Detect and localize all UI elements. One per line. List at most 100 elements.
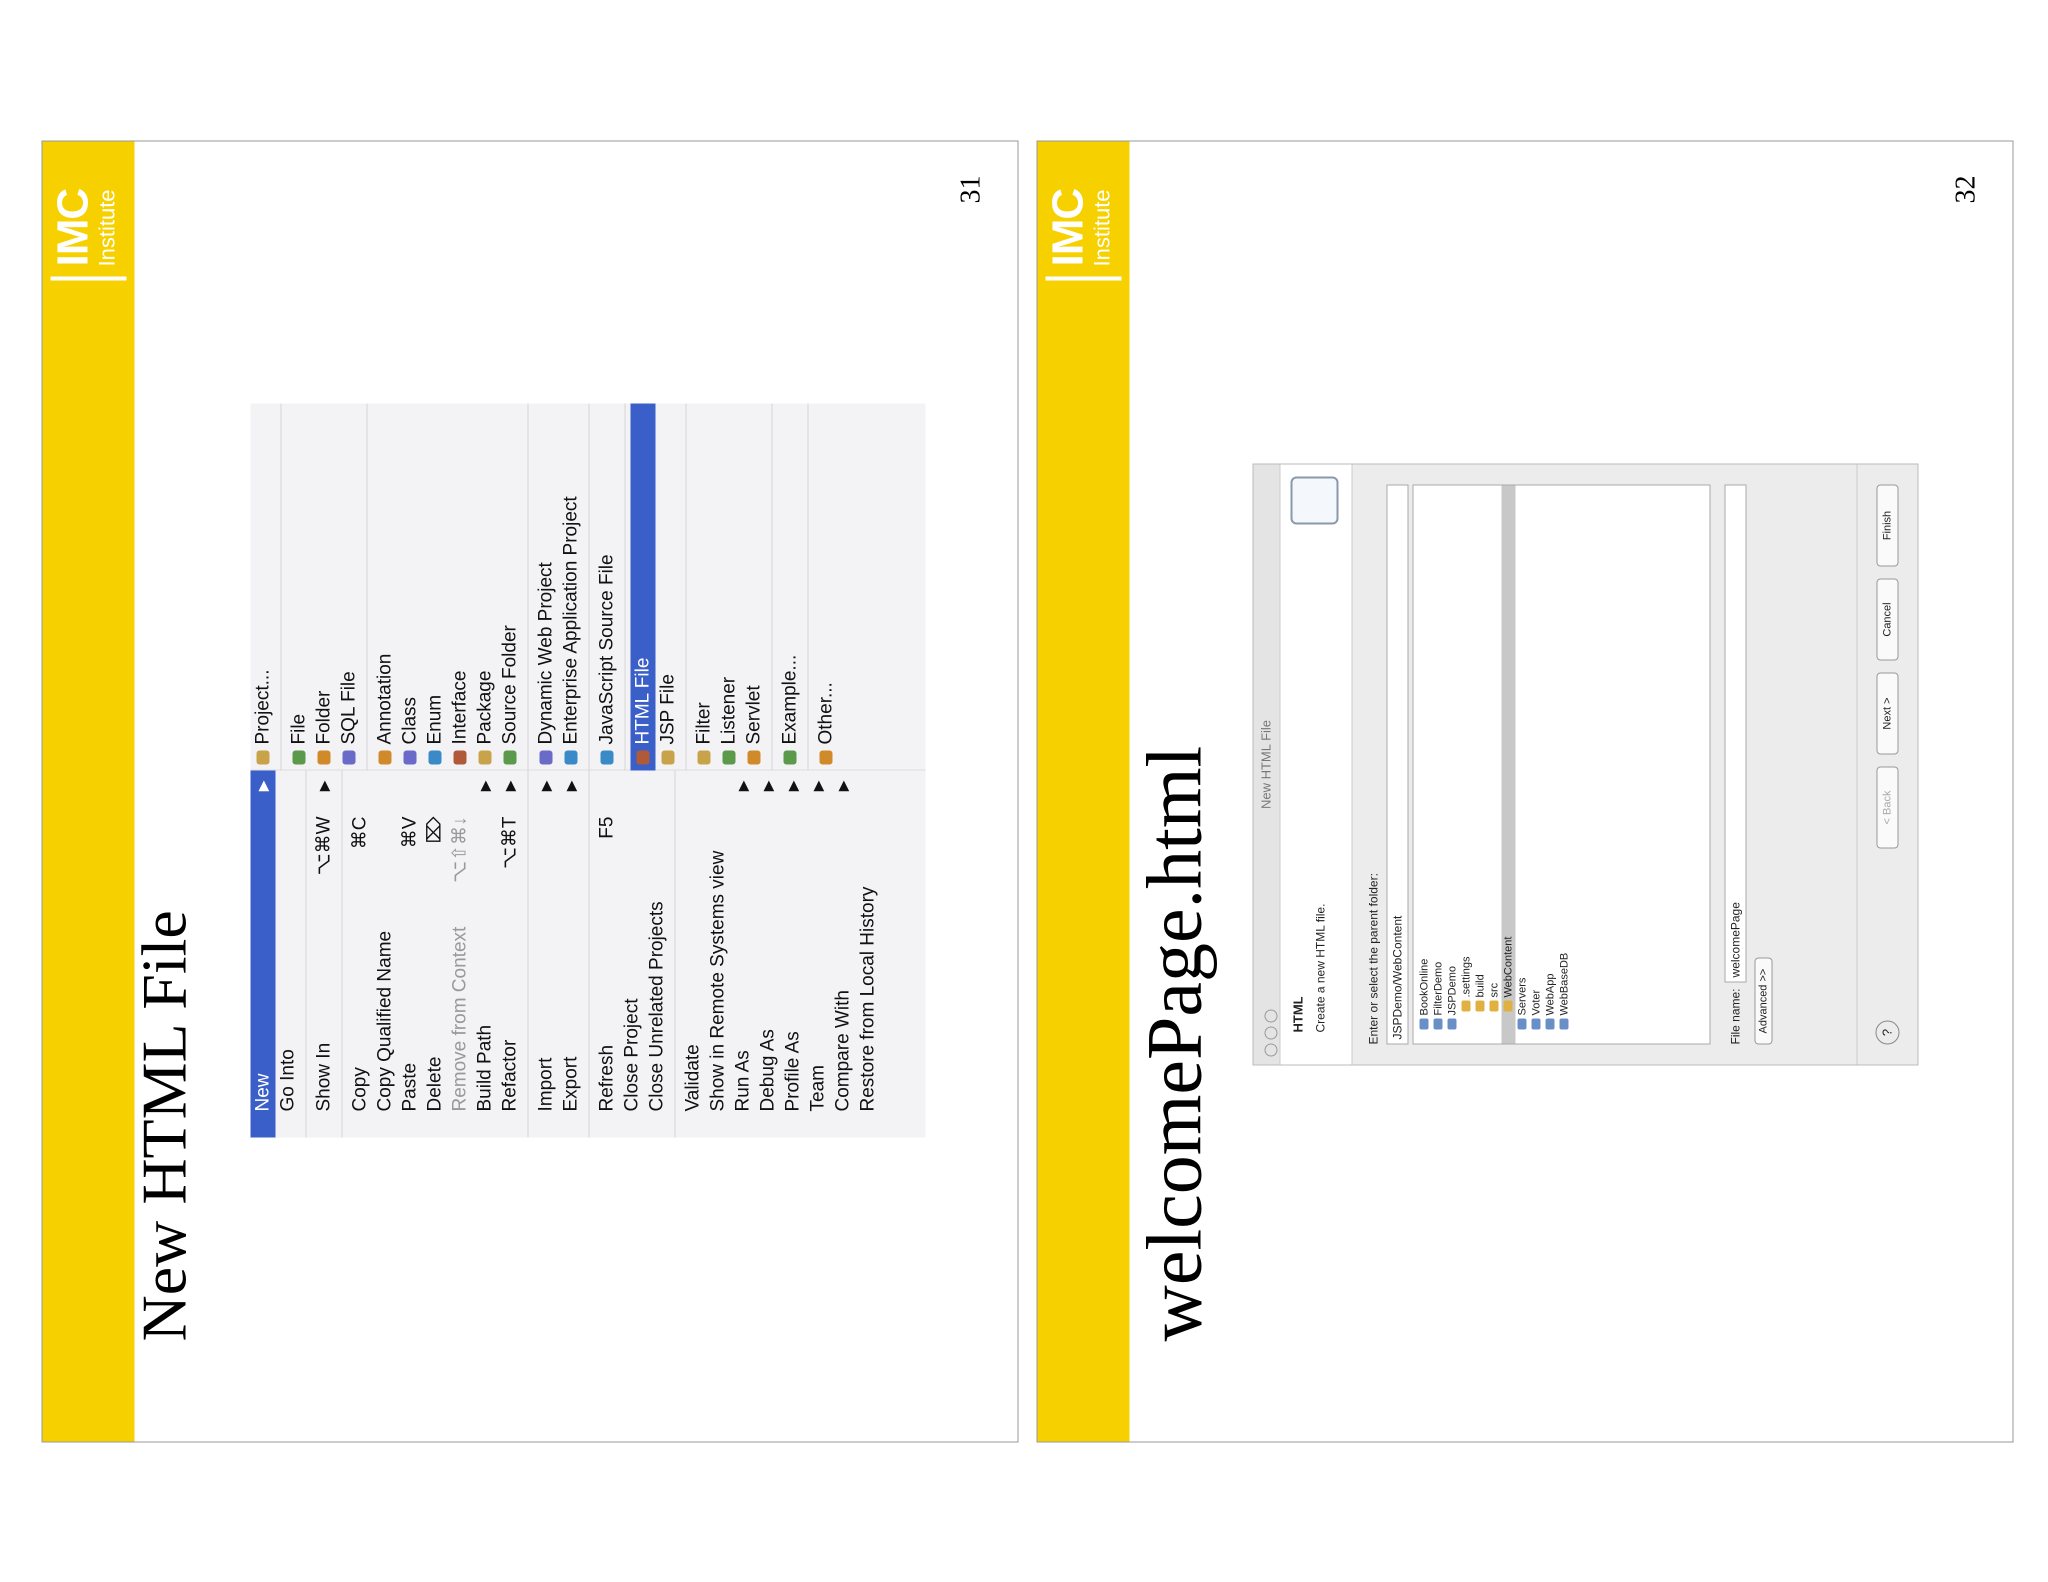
item-label: Export [560, 1056, 582, 1112]
menu-item[interactable]: Go Into [276, 771, 301, 1138]
menu-item[interactable]: Annotation [373, 404, 398, 771]
dialog-button[interactable]: Finish [1876, 484, 1899, 567]
item-icon [453, 750, 467, 765]
item-icon [636, 750, 650, 765]
page-number: 31 [955, 175, 987, 204]
tree-label: build [1474, 974, 1487, 998]
dialog-body: Enter or select the parent folder: JSPDe… [1353, 465, 1787, 1065]
menu-item[interactable]: Dynamic Web Project [534, 404, 559, 771]
menu-item[interactable]: Delete ⌦ [423, 771, 448, 1138]
item-icon [539, 750, 553, 765]
separator [366, 403, 368, 771]
item-label: JSP File [657, 674, 679, 745]
folder-icon [1447, 1018, 1457, 1030]
heading: HTML [1290, 996, 1306, 1033]
logo-name: IMC [48, 188, 98, 267]
tree-item[interactable]: build [1474, 486, 1488, 1044]
separator [588, 403, 590, 771]
tree-item[interactable]: src [1488, 486, 1502, 1044]
menu-item[interactable]: Compare With ▶ [831, 771, 856, 1138]
menu-item[interactable]: Close Project [620, 771, 645, 1138]
tree-label: JSPDemo [1446, 965, 1459, 1016]
separator [807, 403, 809, 771]
tree-item[interactable]: WebApp [1544, 486, 1558, 1044]
tree-item[interactable]: WebBaseDB [1558, 486, 1572, 1044]
tree-label: WebBaseDB [1558, 952, 1571, 1016]
menu-item[interactable]: File [287, 404, 312, 771]
menu-item[interactable]: Folder [312, 404, 337, 771]
tree-item[interactable]: Servers [1516, 486, 1530, 1044]
menu-item[interactable]: JSP File [656, 404, 681, 771]
menu-item[interactable]: Run As ▶ [731, 771, 756, 1138]
menu-item[interactable]: Remove from Context ⌥⇧⌘↓ [448, 771, 473, 1138]
file-input[interactable]: welcomePage [1724, 484, 1747, 983]
item-label: Show In [313, 1042, 335, 1112]
menu-item[interactable]: SQL File [337, 404, 362, 771]
menu-item[interactable]: Refresh F5 [595, 771, 620, 1138]
logo-name: IMC [1043, 188, 1093, 267]
folder-tree[interactable]: BookOnline FilterDemo JSPDemo .settings buil… [1412, 484, 1711, 1045]
logo: IMC Institute [1043, 155, 1122, 281]
slide: IMC Institute welcomePage.html New HTML F… [1036, 140, 2014, 1443]
yellow-band: IMC Institute [42, 141, 135, 1442]
separator [527, 770, 529, 1138]
menu-item[interactable]: Enterprise Application Project [559, 404, 584, 771]
folder-icon [1433, 1018, 1443, 1030]
menu-item[interactable]: Show In ⌥⌘W ▶ [312, 771, 337, 1138]
folder-input[interactable]: JSPDemo/WebContent [1386, 484, 1409, 1045]
dialog: New HTML File HTML Create a new HTML file… [1252, 463, 1919, 1066]
menu-item[interactable]: Refactor ⌥⌘T ▶ [498, 771, 523, 1138]
tree-label: WebContent [1502, 936, 1515, 998]
menu-item[interactable]: Class [398, 404, 423, 771]
item-icon [819, 750, 833, 765]
menu-item[interactable]: New ▶ [250, 770, 276, 1138]
menu-item[interactable]: Close Unrelated Projects [645, 771, 670, 1138]
advanced-button[interactable]: Advanced >> [1754, 957, 1773, 1045]
tree-item[interactable]: .settings [1460, 486, 1474, 1044]
menu-item[interactable]: Validate [681, 771, 706, 1138]
dialog-button[interactable]: < Back [1876, 766, 1899, 849]
dialog-button[interactable]: Cancel [1876, 578, 1899, 661]
menu-item[interactable]: Debug As ▶ [756, 771, 781, 1138]
submenu-arrow: ▶ [734, 780, 751, 792]
menu-item[interactable]: Paste ⌘V [398, 771, 423, 1138]
tree-item[interactable]: BookOnline [1418, 486, 1432, 1044]
menu-item[interactable]: Profile As ▶ [781, 771, 806, 1138]
menu-item[interactable]: JavaScript Source File [595, 404, 620, 771]
tree-label: FilterDemo [1432, 961, 1445, 1016]
menu-column: New ▶ Go Into Show In ⌥⌘W ▶ Copy ⌘C Copy Qualifi… [250, 769, 926, 1138]
menu-item[interactable]: Example... [778, 404, 803, 771]
menu-item[interactable]: Servlet [742, 404, 767, 771]
menu-item[interactable]: Import ▶ [534, 771, 559, 1138]
submenu-arrow: ▶ [809, 780, 826, 792]
tree-item[interactable]: WebContent [1501, 485, 1516, 1044]
menu-item[interactable]: Project... [251, 404, 276, 771]
folder-icon [1517, 1018, 1527, 1030]
menu-item[interactable]: Interface [448, 404, 473, 771]
menu-item[interactable]: Copy Qualified Name [373, 771, 398, 1138]
menu-item[interactable]: Package [473, 404, 498, 771]
menu-item[interactable]: Enum [423, 404, 448, 771]
dialog-button[interactable]: Next > [1876, 672, 1899, 755]
menu-item[interactable]: Export ▶ [559, 771, 584, 1138]
menu-item[interactable]: Team ▶ [806, 771, 831, 1138]
tree-item[interactable]: FilterDemo [1432, 486, 1446, 1044]
item-icon [403, 750, 417, 765]
item-shortcut: ⌘V [399, 816, 421, 849]
menu-item[interactable]: Build Path ▶ [473, 771, 498, 1138]
menu-item[interactable]: HTML File [630, 403, 656, 771]
folder-icon [1489, 1000, 1499, 1012]
help-button[interactable]: ? [1875, 1020, 1900, 1045]
tree-label: .settings [1460, 956, 1473, 998]
menu-item[interactable]: Filter [692, 404, 717, 771]
menu-item[interactable]: Listener [717, 404, 742, 771]
tree-item[interactable]: Voter [1530, 486, 1544, 1044]
separator [624, 403, 626, 771]
menu-item[interactable]: Restore from Local History [856, 771, 881, 1138]
item-icon [783, 750, 797, 765]
tree-item[interactable]: JSPDemo [1446, 486, 1460, 1044]
menu-item[interactable]: Other... [814, 404, 839, 771]
menu-item[interactable]: Copy ⌘C [348, 771, 373, 1138]
menu-item[interactable]: Show in Remote Systems view [706, 771, 731, 1138]
menu-item[interactable]: Source Folder [498, 404, 523, 771]
